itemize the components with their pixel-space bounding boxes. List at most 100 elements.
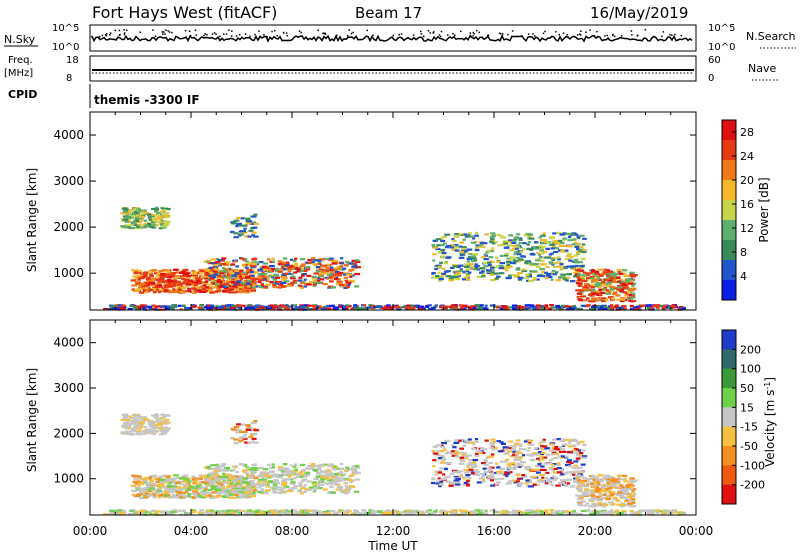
range-gate-cell	[560, 473, 566, 476]
range-gate-cell	[349, 474, 355, 477]
range-gate-cell	[507, 265, 513, 268]
nsearch-dot	[152, 29, 154, 31]
range-gate-cell	[353, 469, 358, 473]
range-gate-cell	[140, 212, 145, 215]
range-gate-cell	[266, 472, 271, 475]
range-gate-cell	[438, 457, 444, 460]
range-gate-cell	[577, 260, 583, 264]
range-gate-cell	[251, 278, 256, 282]
range-gate-cell	[127, 512, 133, 516]
range-gate-cell	[523, 440, 530, 443]
range-gate-cell	[540, 440, 546, 443]
range-gate-cell	[172, 285, 178, 288]
range-gate-cell	[187, 512, 193, 515]
nsearch-dot	[544, 30, 546, 33]
range-gate-cell	[566, 461, 572, 464]
range-gate-cell	[163, 489, 167, 492]
range-gate-cell	[156, 212, 162, 215]
range-gate-cell	[551, 451, 557, 454]
range-gate-cell	[481, 462, 486, 465]
range-gate-cell	[294, 262, 299, 265]
range-gate-cell	[526, 485, 529, 488]
range-gate-cell	[560, 509, 566, 513]
range-gate-cell	[149, 223, 156, 226]
range-gate-cell	[431, 449, 436, 453]
range-gate-cell	[597, 308, 602, 311]
range-gate-cell	[287, 475, 292, 478]
range-gate-cell	[496, 440, 501, 443]
range-gate-cell	[176, 493, 180, 496]
range-gate-cell	[133, 475, 140, 478]
range-gate-cell	[257, 478, 262, 481]
range-gate-cell	[491, 474, 495, 477]
range-gate-cell	[553, 467, 558, 471]
range-gate-cell	[313, 478, 320, 481]
range-gate-cell	[558, 455, 562, 458]
range-gate-cell	[208, 495, 215, 498]
range-gate-cell	[458, 304, 463, 307]
range-gate-cell	[482, 261, 487, 264]
range-gate-cell	[624, 294, 629, 297]
range-gate-cell	[459, 473, 463, 477]
range-gate-cell	[272, 260, 275, 263]
nsearch-dot	[427, 30, 430, 32]
range-gate-cell	[496, 466, 501, 469]
range-gate-cell	[544, 509, 549, 512]
range-gate-cell	[548, 276, 553, 279]
range-gate-cell	[131, 421, 136, 424]
range-gate-cell	[242, 265, 247, 268]
range-gate-cell	[222, 481, 229, 484]
nsearch-dot	[669, 34, 671, 36]
range-gate-cell	[570, 308, 575, 311]
range-gate-cell	[317, 305, 322, 308]
range-gate-cell	[261, 271, 265, 274]
range-gate-cell	[388, 308, 394, 311]
range-gate-cell	[159, 278, 165, 281]
range-gate-cell	[236, 222, 242, 225]
range-gate-cell	[301, 478, 308, 481]
range-gate-cell	[141, 223, 147, 226]
range-gate-cell	[489, 273, 494, 276]
range-gate-cell	[215, 510, 220, 513]
range-gate-cell	[451, 244, 455, 247]
range-gate-cell	[319, 478, 326, 481]
range-gate-cell	[229, 283, 234, 286]
range-gate-cell	[490, 238, 495, 241]
range-gate-cell	[241, 509, 246, 512]
range-gate-cell	[515, 274, 520, 277]
range-gate-cell	[431, 271, 436, 275]
range-gate-cell	[662, 513, 666, 516]
range-gate-cell	[548, 468, 554, 471]
range-gate-cell	[586, 297, 590, 300]
range-gate-cell	[467, 477, 472, 480]
range-gate-cell	[628, 299, 632, 302]
range-gate-cell	[542, 239, 548, 242]
range-gate-cell	[317, 281, 322, 284]
nsearch-dot	[558, 33, 560, 36]
range-gate-cell	[608, 281, 613, 284]
range-gate-cell	[553, 262, 558, 265]
range-gate-cell	[213, 266, 218, 269]
range-gate-cell	[222, 479, 227, 482]
range-gate-cell	[228, 276, 234, 279]
range-gate-cell	[203, 282, 208, 285]
range-gate-cell	[616, 288, 622, 291]
range-gate-cell	[251, 231, 257, 234]
range-gate-cell	[235, 277, 240, 280]
range-gate-cell	[139, 488, 146, 491]
range-gate-cell	[163, 289, 169, 292]
range-gate-cell	[432, 259, 436, 262]
range-gate-cell	[556, 471, 563, 474]
range-gate-cell	[274, 306, 278, 309]
range-gate-cell	[183, 307, 189, 310]
range-gate-cell	[268, 265, 275, 268]
range-gate-cell	[190, 492, 195, 495]
range-gate-cell	[209, 511, 215, 514]
range-gate-cell	[521, 474, 526, 477]
range-gate-cell	[509, 455, 515, 458]
range-gate-cell	[220, 262, 226, 265]
range-gate-cell	[157, 489, 162, 492]
range-gate-cell	[536, 457, 540, 460]
range-gate-cell	[134, 476, 138, 479]
range-gate-cell	[335, 283, 341, 286]
